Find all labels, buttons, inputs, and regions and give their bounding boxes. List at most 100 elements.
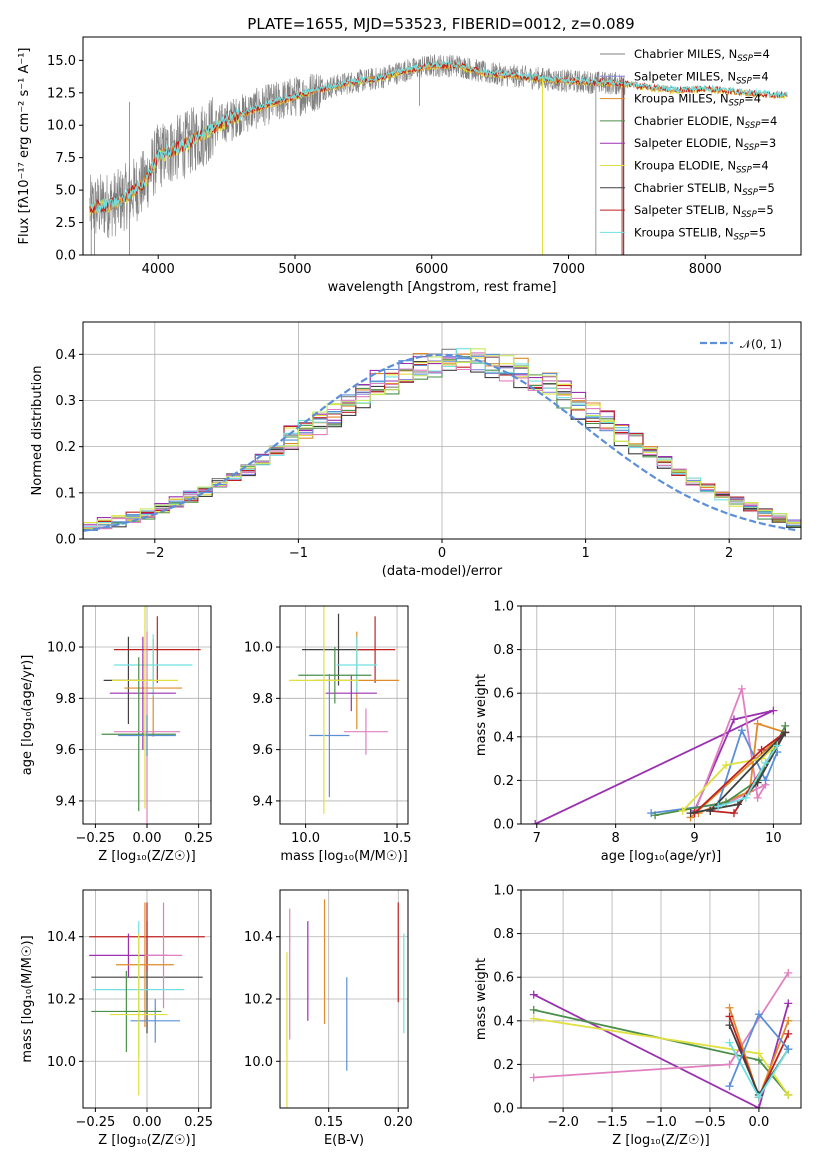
y-tick-label: 15.0 (47, 54, 76, 69)
y-tick-label: 10.0 (47, 119, 76, 134)
plus-marker (722, 761, 731, 770)
plus-marker (773, 741, 782, 750)
plus-marker (531, 820, 540, 824)
errorbar-salpeter_stelib (354, 616, 396, 683)
errorbar-extra_blue (118, 715, 176, 757)
legend-label: Salpeter STELIB, NSSP=5 (634, 203, 774, 220)
plus-marker (761, 776, 770, 785)
x-tick-label: 6000 (415, 262, 448, 277)
axes-frame (520, 605, 802, 825)
plus-marker (725, 1060, 734, 1069)
plus-marker (725, 1038, 734, 1047)
y-axis-label: mass [log₁₀(M/M☉)] (20, 935, 35, 1062)
y-tick-label: 9.8 (55, 692, 76, 707)
y-axis-label: mass weight (474, 674, 489, 756)
grid (280, 606, 408, 824)
x-axis-label: wavelength [Angstrom, rest frame] (328, 280, 557, 295)
y-tick-label: 1.0 (493, 884, 514, 899)
legend-label: Chabrier MILES, NSSP=4 (634, 47, 770, 64)
plus-marker (725, 1021, 734, 1030)
y-tick-label: 0.4 (493, 1014, 514, 1029)
normal-curve (83, 353, 799, 532)
grid (521, 605, 801, 825)
x-tick-label: −0.25 (75, 1115, 115, 1130)
axes-spectrum: 4000 5000 6000 7000 8000 0.0 2.5 5.0 7.5 10.0 12.5… (17, 36, 802, 295)
plot-area (289, 606, 399, 814)
plot-area (83, 348, 801, 539)
errorbar-salpeter_elodie (109, 636, 176, 750)
x-tick-label: 7 (533, 831, 541, 846)
y-tick-label: 9.6 (252, 743, 273, 758)
plus-marker (737, 726, 746, 735)
y-axis-label: Normed distribution (30, 366, 45, 496)
x-tick-label: 9 (690, 831, 698, 846)
x-tick-label: 0.25 (184, 831, 213, 846)
plus-marker (761, 758, 770, 767)
y-tick-label: 0.0 (55, 533, 76, 548)
errorbar-kroupa_elodie (109, 933, 168, 1096)
plus-marker (784, 1090, 793, 1099)
axes-frame (82, 36, 802, 256)
errorbar-chabrier_elodie (298, 647, 372, 704)
y-tick-label: 7.5 (55, 151, 76, 166)
y-axis-label: age [log₁₀(age/yr)] (20, 655, 35, 776)
weight-line-salpeter_elodie (534, 709, 774, 824)
x-axis-label: Z [log₁₀(Z/Z☉)] (612, 1133, 709, 1148)
y-tick-label: 0.0 (493, 1102, 514, 1117)
x-tick-label: −2 (145, 546, 164, 561)
plus-marker (651, 811, 660, 820)
plus-marker (784, 1016, 793, 1025)
x-axis-label: (data-model)/error (382, 564, 503, 579)
y-tick-label: 0.8 (493, 927, 514, 942)
y-tick-label: 9.4 (55, 794, 76, 809)
plus-marker (729, 809, 738, 818)
x-tick-label: 1 (581, 546, 589, 561)
x-tick-label: 10.0 (291, 831, 320, 846)
plus-marker (757, 745, 766, 754)
plus-marker (733, 800, 742, 809)
errorbar-chabrier_elodie (101, 657, 176, 812)
plus-marker (529, 1014, 538, 1023)
axes-frame (82, 889, 212, 1109)
plus-marker (529, 1005, 538, 1014)
legend-label: Kroupa MILES, NSSP=4 (634, 92, 761, 109)
x-tick-label: 0.15 (314, 1115, 343, 1130)
x-tick-label: 0.20 (384, 1115, 413, 1130)
y-tick-label: 0.4 (493, 730, 514, 745)
errorbar-extra_blue (309, 673, 350, 798)
y-tick-label: 10.0 (47, 1055, 76, 1070)
plus-marker (784, 1045, 793, 1054)
x-tick-label: 8 (612, 831, 620, 846)
y-tick-label: 0.6 (493, 971, 514, 986)
y-tick-label: 10.0 (244, 641, 273, 656)
legend-label: Chabrier STELIB, NSSP=5 (634, 181, 775, 198)
x-tick-label: 0.00 (133, 1115, 162, 1130)
errorbar-kroupa_miles (116, 902, 174, 1028)
plus-marker (769, 706, 778, 715)
x-tick-label: 8000 (689, 262, 722, 277)
errorbar-kroupa_stelib (113, 634, 193, 696)
errorbar-extra_blue (130, 999, 181, 1043)
y-tick-label: 9.8 (252, 692, 273, 707)
plot-area (89, 902, 205, 1096)
grid (280, 890, 408, 1108)
plus-marker (678, 806, 687, 815)
plus-marker (729, 715, 738, 724)
plus-marker (725, 1012, 734, 1021)
x-axis-label: Z [log₁₀(Z/Z☉)] (98, 1133, 195, 1148)
axes-residuals: −2 −1 0 1 2 0.0 0.1 0.2 0.3 0.4 (data-model)/error… (30, 321, 802, 579)
errorbar-extra_pink (344, 708, 388, 755)
plus-marker (784, 1029, 793, 1038)
weight-line-kroupa_elodie (682, 747, 775, 812)
model-spectrum-kroupa_miles (89, 61, 788, 215)
legend-label: Kroupa ELODIE, NSSP=4 (634, 159, 769, 176)
x-axis-label: E(B-V) (324, 1133, 364, 1148)
plus-marker (754, 1093, 763, 1102)
plus-marker (686, 809, 695, 818)
y-tick-label: 1.0 (493, 600, 514, 615)
model-spectrum-kroupa_stelib (89, 60, 788, 213)
axes-frame (82, 605, 212, 825)
x-tick-label: −2.0 (547, 1115, 579, 1130)
y-tick-label: 2.5 (55, 216, 76, 231)
